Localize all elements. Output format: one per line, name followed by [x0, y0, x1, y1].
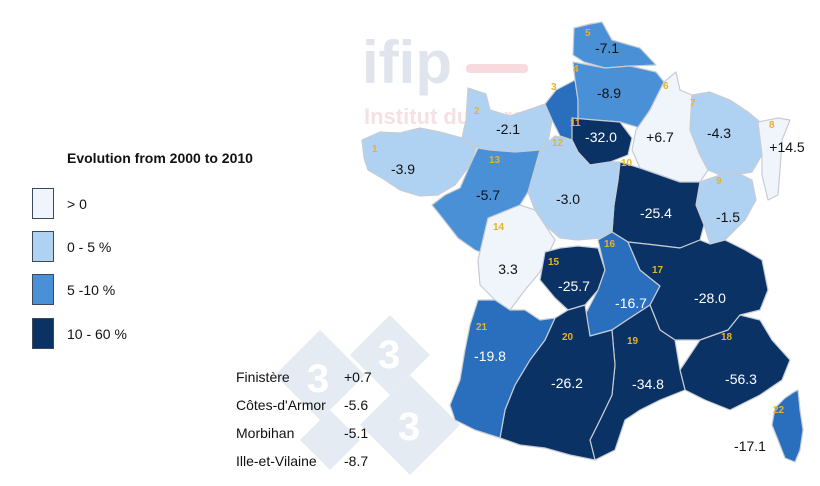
region-number: 8 [769, 120, 775, 131]
region-5 [572, 21, 657, 69]
department-value: -8.7 [344, 453, 369, 469]
region-value: -17.1 [734, 438, 766, 454]
region-value: +6.7 [646, 129, 674, 145]
region-value: -3.9 [391, 161, 415, 177]
legend-label: 5 -10 % [67, 281, 116, 298]
watermark-tiles [275, 315, 460, 475]
region-value: -3.0 [556, 191, 580, 207]
region-value: -16.7 [615, 295, 647, 311]
region-number: 21 [476, 322, 488, 333]
region-number: 18 [721, 332, 733, 343]
region-number: 14 [493, 222, 505, 233]
region-number: 20 [562, 332, 574, 343]
region-value: -26.2 [551, 375, 583, 391]
region-number: 4 [573, 64, 579, 75]
department-name: Côtes-d'Armor [236, 397, 326, 413]
department-name: Ille-et-Vilaine [236, 453, 317, 469]
legend-item: 0 - 5 % [32, 231, 111, 262]
region-value: -32.0 [585, 129, 617, 145]
legend-item: 10 - 60 % [32, 318, 127, 349]
region-value: -7.1 [595, 40, 619, 56]
department-table: Finistère +0.7 Côtes-d'Armor -5.6 Morbih… [236, 369, 394, 481]
department-value: -5.1 [344, 425, 369, 441]
region-14 [477, 204, 556, 311]
table-row: Côtes-d'Armor -5.6 [236, 397, 394, 425]
legend-swatch [32, 274, 54, 305]
region-value: -5.7 [476, 187, 500, 203]
legend-swatch [32, 188, 54, 219]
region-21 [449, 299, 556, 439]
watermark-tile-glyph: 3 [378, 333, 400, 377]
region-number: 10 [621, 158, 633, 169]
legend-label: 10 - 60 % [67, 325, 127, 342]
department-name: Morbihan [236, 425, 295, 441]
region-number: 2 [474, 106, 480, 117]
region-number: 15 [548, 257, 560, 268]
region-value: -19.8 [474, 348, 506, 364]
department-value: +0.7 [344, 369, 372, 385]
legend-title: Evolution from 2000 to 2010 [67, 150, 253, 166]
region-value: +14.5 [769, 139, 805, 155]
region-number: 12 [552, 138, 564, 149]
region-number: 22 [773, 405, 785, 416]
region-value: -8.9 [597, 85, 621, 101]
region-value: -25.4 [640, 205, 672, 221]
region-value: -34.8 [632, 376, 664, 392]
region-number: 6 [663, 81, 669, 92]
region-number: 17 [652, 265, 664, 276]
watermark-dash [466, 64, 528, 73]
region-number: 13 [489, 155, 501, 166]
region-value: -2.1 [496, 121, 520, 137]
region-22 [771, 389, 804, 463]
region-7 [689, 91, 763, 176]
watermark-tile-glyph: 3 [307, 357, 329, 401]
region-number: 5 [585, 28, 591, 39]
legend-swatch [32, 231, 54, 262]
legend-item: > 0 [32, 188, 87, 219]
region-number: 16 [604, 239, 616, 250]
region-number: 11 [570, 118, 581, 129]
watermark-tile-glyph: 3 [398, 405, 420, 449]
region-8 [757, 117, 791, 201]
region-value: -25.7 [558, 278, 590, 294]
region-value: 3.3 [498, 261, 518, 277]
table-row: Finistère +0.7 [236, 369, 394, 397]
watermark-logo: ifip [362, 29, 452, 96]
region-number: 9 [716, 176, 722, 187]
department-value: -5.6 [344, 397, 369, 413]
legend-label: > 0 [67, 195, 87, 212]
legend-label: 0 - 5 % [67, 238, 112, 255]
region-1 [361, 127, 477, 197]
region-value: -56.3 [725, 371, 757, 387]
table-row: Morbihan -5.1 [236, 425, 394, 453]
watermark: ifip Institut du porc 3 3 3 [275, 29, 528, 475]
region-value: -4.3 [707, 125, 731, 141]
region-number: 19 [627, 336, 639, 347]
department-name: Finistère [236, 369, 290, 385]
region-number: 1 [372, 144, 378, 155]
region-2 [461, 87, 553, 153]
legend-item: 5 -10 % [32, 274, 115, 305]
legend-swatch [32, 318, 54, 349]
region-number: 7 [690, 98, 696, 109]
region-number: 3 [551, 82, 557, 93]
region-value: -1.5 [716, 209, 740, 225]
region-value: -28.0 [694, 290, 726, 306]
table-row: Ille-et-Vilaine -8.7 [236, 453, 394, 481]
